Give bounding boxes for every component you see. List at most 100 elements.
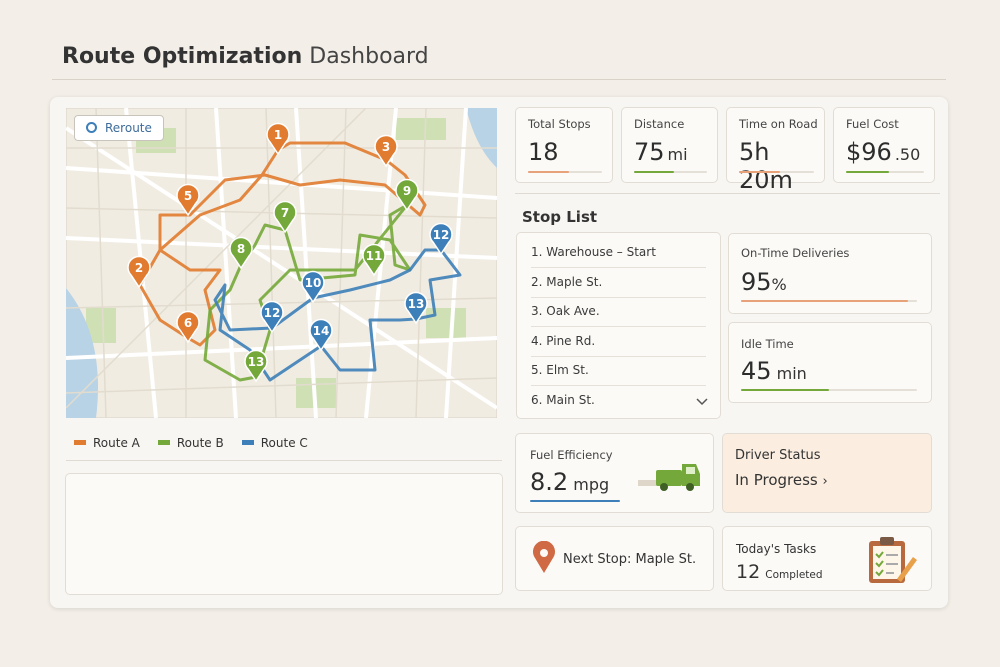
map-marker: 13 — [404, 291, 428, 325]
on-time-label: On-Time Deliveries — [741, 246, 850, 260]
marker-pin — [176, 310, 200, 344]
tasks-card: Today's Tasks 12 Completed — [722, 526, 932, 591]
marker-label: 10 — [305, 276, 322, 290]
marker-pin — [273, 200, 297, 234]
map-marker: 2 — [127, 255, 151, 289]
map-marker: 13 — [244, 349, 268, 383]
marker-label: 14 — [313, 324, 330, 338]
map-marker: 3 — [374, 134, 398, 168]
kpi-value: 18 — [528, 138, 559, 166]
kpi-card: Distance 75 mi — [621, 107, 718, 183]
idle-unit: min — [776, 364, 807, 383]
kpi-number: $96 — [846, 138, 892, 166]
marker-pin — [266, 122, 290, 156]
kpi-accent — [846, 171, 889, 173]
marker-pin — [374, 134, 398, 168]
on-time-card: On-Time Deliveries 95% — [728, 233, 932, 314]
marker-pin — [244, 349, 268, 383]
legend-text: Route A — [93, 436, 140, 450]
marker-label: 9 — [403, 184, 411, 198]
kpi-value: 5h 20m — [739, 138, 824, 194]
marker-pin — [176, 183, 200, 217]
fuel-unit: mpg — [573, 475, 610, 494]
fuel-bar — [530, 500, 620, 502]
idle-label: Idle Time — [741, 337, 794, 351]
marker-pin — [260, 300, 284, 334]
kpi-accent — [634, 171, 675, 173]
legend-swatch — [241, 440, 254, 445]
driver-status-text: In Progress — [735, 471, 818, 489]
tasks-note: Completed — [765, 569, 823, 581]
marker-label: 1 — [274, 128, 282, 142]
kpi-unit: mi — [667, 145, 688, 164]
stop-item[interactable]: 6. Main St. — [531, 392, 595, 407]
map-marker: 12 — [260, 300, 284, 334]
kpi-accent — [528, 171, 569, 173]
reroute-button[interactable]: Reroute — [74, 115, 164, 141]
next-stop-card: Next Stop: Maple St. — [515, 526, 714, 591]
driver-chevron: › — [822, 474, 828, 489]
map-marker: 6 — [176, 310, 200, 344]
clipboard-icon — [869, 537, 917, 583]
park — [426, 308, 466, 338]
idle-track — [741, 389, 917, 391]
marker-pin — [229, 236, 253, 270]
legend-swatch — [157, 440, 170, 445]
fuel-label: Fuel Efficiency — [530, 448, 613, 462]
marker-pin — [404, 291, 428, 325]
stop-item[interactable]: 1. Warehouse – Start — [531, 238, 706, 268]
idle-card: Idle Time 45 min — [728, 322, 932, 403]
truck-icon — [638, 464, 700, 491]
kpi-label: Time on Road — [739, 117, 818, 131]
kpi-value: 75 mi — [634, 138, 688, 166]
stop-item[interactable]: 4. Pine Rd. — [531, 327, 706, 357]
marker-pin — [309, 318, 333, 352]
kpi-card: Total Stops 18 — [515, 107, 613, 183]
marker-pin — [362, 243, 386, 277]
idle-bar — [741, 389, 829, 391]
idle-number: 45 — [741, 357, 772, 385]
legend-text: Route C — [260, 436, 308, 450]
kpi-accent — [739, 171, 781, 173]
pin-icon — [533, 541, 555, 573]
map-marker: 9 — [395, 178, 419, 212]
marker-label: 12 — [433, 228, 450, 242]
legend-item: Route B — [157, 436, 224, 450]
empty-panel — [65, 473, 503, 595]
on-time-bar — [741, 300, 909, 302]
parks — [86, 118, 466, 408]
expand-chevron[interactable] — [696, 398, 708, 406]
legend-rule — [66, 460, 502, 461]
legend-item: Route A — [74, 436, 140, 450]
park — [396, 118, 446, 140]
stop-item[interactable]: 5. Elm St. — [531, 356, 706, 386]
marker-label: 6 — [184, 316, 192, 330]
header-rule — [52, 79, 946, 80]
legend-item: Route C — [241, 436, 308, 450]
marker-label: 3 — [382, 140, 390, 154]
driver-label: Driver Status — [735, 448, 821, 463]
kpi-number: 5h 20m — [739, 138, 793, 194]
marker-label: 12 — [264, 306, 281, 320]
stop-item[interactable]: 2. Maple St. — [531, 268, 706, 298]
driver-card[interactable]: Driver Status In Progress › — [722, 433, 932, 513]
fuel-number: 8.2 — [530, 468, 569, 496]
map-marker: 12 — [429, 222, 453, 256]
stop-list-title: Stop List — [522, 208, 598, 226]
marker-pin — [301, 270, 325, 304]
marker-label: 2 — [135, 261, 143, 275]
kpi-unit: .50 — [894, 145, 921, 164]
stop-item[interactable]: 3. Oak Ave. — [531, 297, 706, 327]
fuel-value: 8.2 mpg — [530, 468, 609, 496]
tasks-count: 12 — [736, 561, 761, 583]
page-title: Route Optimization Dashboard — [62, 44, 429, 69]
title-rest: Dashboard — [309, 44, 429, 69]
map-marker: 8 — [229, 236, 253, 270]
map-marker: 1 — [266, 122, 290, 156]
map-marker: 11 — [362, 243, 386, 277]
on-time-unit: % — [771, 275, 787, 294]
